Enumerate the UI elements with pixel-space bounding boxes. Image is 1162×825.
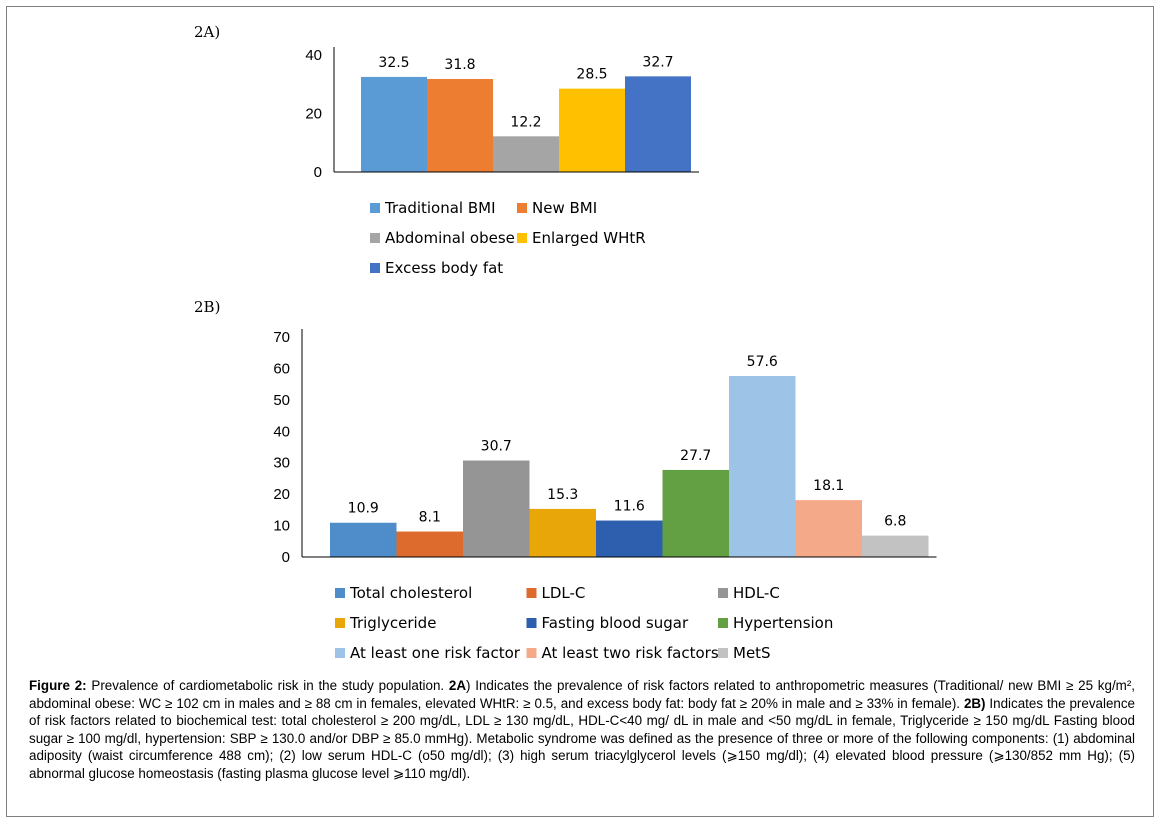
chart-2a-bar-abdominal-obese: [493, 136, 559, 172]
chart-2a-data-label-excess-body-fat: 32.7: [642, 54, 673, 70]
chart-2b-bar-fasting-blood-sugar: [596, 520, 663, 557]
chart-2a-legend-label-enlarged-whtr: Enlarged WHtR: [532, 229, 646, 247]
chart-2b-legend-label-mets: MetS: [733, 644, 771, 662]
chart-2a-bar-traditional-bmi: [361, 76, 427, 172]
chart-2b-legend-label-ldl-c: LDL-C: [542, 584, 586, 602]
caption-figure-label: Figure 2:: [29, 678, 87, 693]
chart-2b-legend-label-hdl-c: HDL-C: [733, 584, 780, 602]
chart-2b-legend-swatch-triglyceride: [335, 618, 345, 628]
caption-part-b-text: Indicates the prevalence of risk factors…: [29, 695, 1135, 781]
chart-2b-ytick-label: 0: [282, 549, 290, 566]
legend-2b: Total cholesterol LDL-C HDL-C Triglyceride F…: [335, 584, 833, 662]
chart-2b-legend-swatch-hypertension: [718, 618, 728, 628]
chart-2b-bar-at-least-one-risk-factor: [729, 375, 796, 557]
chart-2b-data-label-mets: 6.8: [884, 514, 906, 530]
chart-2b-legend-swatch-total-cholesterol: [335, 588, 345, 598]
chart-2b-ytick-label: 20: [273, 486, 290, 503]
chart-2a-bar-excess-body-fat: [625, 76, 691, 172]
chart-2b-legend-label-fasting-blood-sugar: Fasting blood sugar: [542, 614, 689, 632]
chart-2a-data-label-abdominal-obese: 12.2: [510, 114, 541, 130]
chart-2b-legend-label-at-least-one-risk-factor: At least one risk factor: [350, 644, 521, 662]
chart-2b-ytick-label: 40: [273, 423, 290, 440]
chart-2a-ytick-label: 20: [305, 106, 322, 123]
chart-2b-ytick-label: 10: [273, 518, 290, 535]
chart-2a-legend-label-excess-body-fat: Excess body fat: [385, 259, 503, 277]
chart-2b-data-label-ldl-c: 8.1: [419, 510, 441, 526]
figure-svg: 2A) 0 20 40 32.5 31.8 12.2 28.5 32.7 Traditiona…: [194, 23, 937, 662]
chart-2b-data-label-triglyceride: 15.3: [547, 487, 578, 503]
chart-2a-data-label-traditional-bmi: 32.5: [378, 55, 409, 71]
chart-2a-ytick-label: 0: [314, 164, 322, 181]
chart-2b-legend-label-triglyceride: Triglyceride: [349, 614, 436, 632]
chart-2b-ytick-label: 60: [273, 360, 290, 377]
chart-2a-data-label-new-bmi: 31.8: [444, 57, 475, 73]
chart-2b-ytick-label: 70: [273, 329, 290, 346]
legend-2a: Traditional BMI New BMI Abdominal obese Enl…: [370, 199, 646, 277]
chart-2a-legend-swatch-enlarged-whtr: [517, 233, 527, 243]
chart-2b-bar-at-least-two-risk-factors: [795, 500, 862, 557]
chart-2a-legend-label-abdominal-obese: Abdominal obese: [385, 229, 515, 247]
chart-2b-legend-label-at-least-two-risk-factors: At least two risk factors: [542, 644, 719, 662]
chart-2a-bar-new-bmi: [427, 78, 493, 172]
chart-2a-legend-swatch-new-bmi: [517, 203, 527, 213]
chart-2a-legend-swatch-traditional-bmi: [370, 203, 380, 213]
chart-2a-legend-label-traditional-bmi: Traditional BMI: [384, 199, 496, 217]
chart-2b-data-label-hdl-c: 30.7: [481, 439, 512, 455]
chart-2b-data-label-at-least-two-risk-factors: 18.1: [813, 478, 844, 494]
caption-part-a-label: 2A: [448, 678, 467, 693]
caption-part-a-text: ) Indicates the prevalence of risk facto…: [29, 678, 1136, 711]
figure-caption: Figure 2: Prevalence of cardiometabolic …: [29, 677, 1135, 782]
chart-2b-legend-label-total-cholesterol: Total cholesterol: [349, 584, 472, 602]
chart-2b-legend-swatch-hdl-c: [718, 588, 728, 598]
chart-2a-legend-swatch-excess-body-fat: [370, 263, 380, 273]
panel-label-2b: 2B): [194, 298, 220, 316]
chart-2a-ytick-label: 40: [305, 47, 322, 64]
chart-2b-legend-swatch-fasting-blood-sugar: [526, 618, 537, 628]
chart-2b-legend-swatch-ldl-c: [526, 588, 537, 598]
chart-2a-legend-swatch-abdominal-obese: [370, 233, 380, 243]
chart-2b-ytick-label: 30: [273, 455, 290, 472]
chart-2b-bar-total-cholesterol: [330, 522, 397, 557]
chart-2b-data-label-total-cholesterol: 10.9: [348, 501, 379, 517]
chart-2b-bar-hypertension: [662, 469, 729, 557]
panel-label-2a: 2A): [194, 23, 220, 41]
chart-2a-data-label-enlarged-whtr: 28.5: [576, 67, 607, 83]
chart-2b-legend-swatch-at-least-two-risk-factors: [526, 648, 537, 658]
chart-2b-data-label-fasting-blood-sugar: 11.6: [614, 499, 645, 515]
chart-2b: 0 10 20 30 40 50 60 70 10.9 8.1 30.7 15.3 11.6 27.7 57…: [273, 329, 937, 566]
chart-2b-data-label-at-least-one-risk-factor: 57.6: [747, 354, 778, 370]
chart-2a: 0 20 40 32.5 31.8 12.2 28.5 32.7: [305, 47, 699, 181]
chart-2a-legend-label-new-bmi: New BMI: [532, 199, 597, 217]
chart-2b-legend-swatch-at-least-one-risk-factor: [335, 648, 345, 658]
caption-intro: Prevalence of cardiometabolic risk in th…: [86, 678, 449, 693]
chart-2b-data-label-hypertension: 27.7: [680, 448, 711, 464]
chart-2b-legend-swatch-mets: [718, 648, 728, 658]
chart-2b-bar-triglyceride: [529, 508, 596, 557]
chart-2b-bar-mets: [862, 535, 929, 557]
chart-2b-bar-ldl-c: [396, 531, 463, 557]
chart-2a-bar-enlarged-whtr: [559, 88, 625, 172]
chart-2b-bar-hdl-c: [463, 460, 530, 557]
chart-2b-legend-label-hypertension: Hypertension: [733, 614, 833, 632]
caption-part-b-label: 2B): [963, 695, 986, 711]
chart-2b-ytick-label: 50: [273, 392, 290, 409]
